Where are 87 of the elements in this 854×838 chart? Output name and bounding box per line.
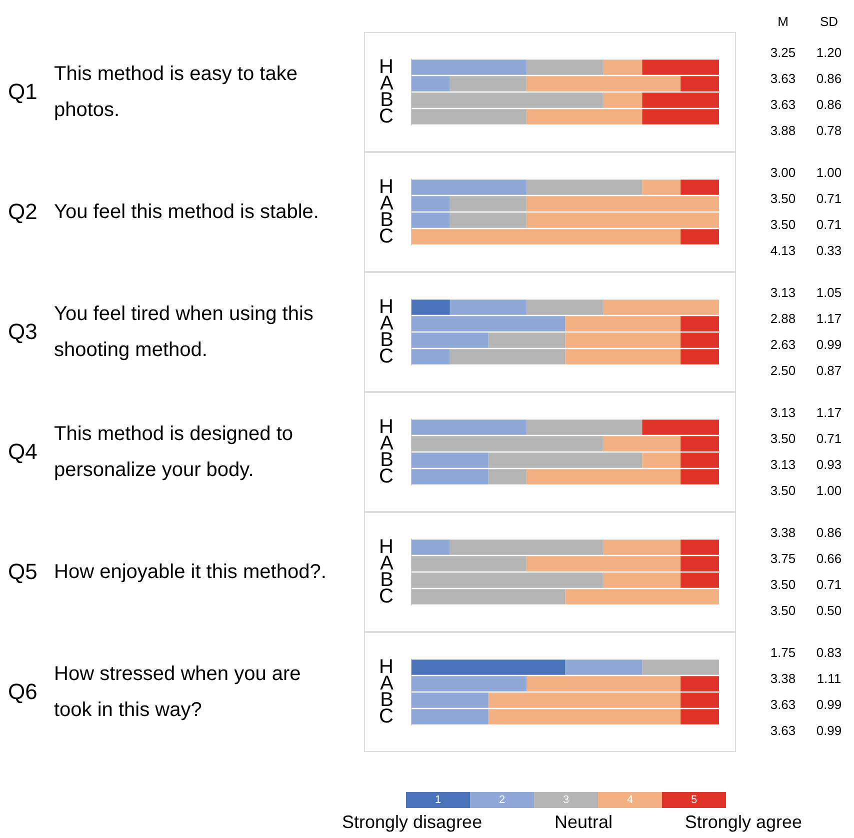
text: 3.13 bbox=[769, 284, 797, 300]
text: 0.78 bbox=[815, 122, 843, 138]
y-axis-title: Q6 bbox=[8, 679, 38, 705]
text: 1.00 bbox=[815, 482, 843, 498]
text: 3.38 bbox=[769, 524, 797, 540]
text: 0.71 bbox=[815, 430, 843, 446]
text: SD bbox=[818, 14, 840, 28]
text: 0.71 bbox=[815, 576, 843, 592]
text: 5 bbox=[662, 792, 726, 808]
text: 1.17 bbox=[815, 310, 843, 326]
text: M bbox=[776, 14, 790, 28]
text: 4 bbox=[598, 792, 662, 808]
text: 1.00 bbox=[815, 164, 843, 180]
text: 3.50 bbox=[769, 216, 797, 232]
text: 1.20 bbox=[815, 44, 843, 60]
text: 3.88 bbox=[769, 122, 797, 138]
text: 0.71 bbox=[815, 216, 843, 232]
text: 0.86 bbox=[815, 524, 843, 540]
y-tick-label: C bbox=[378, 225, 394, 248]
bar bbox=[411, 540, 450, 555]
text: 1 bbox=[406, 792, 470, 808]
y-tick-label: C bbox=[378, 585, 394, 608]
text: You feel tired when using this shooting method. bbox=[54, 303, 314, 361]
y-axis-title: Q2 bbox=[8, 199, 38, 225]
bar bbox=[680, 229, 719, 244]
text: 3.50 bbox=[769, 190, 797, 206]
text: 2.50 bbox=[769, 362, 797, 378]
text: 3.75 bbox=[769, 550, 797, 566]
text: This method is easy to take photos. bbox=[54, 63, 298, 121]
text: 3.50 bbox=[769, 482, 797, 498]
text: 4.13 bbox=[769, 242, 797, 258]
bar bbox=[526, 180, 642, 195]
bar bbox=[642, 660, 719, 675]
y-axis-title: Q3 bbox=[8, 319, 38, 345]
y-axis-title: Q4 bbox=[8, 439, 38, 465]
text: How stressed when you are took in this way? bbox=[54, 663, 301, 721]
text: 1.05 bbox=[815, 284, 843, 300]
text: 0.99 bbox=[815, 696, 843, 712]
text: You feel this method is stable. bbox=[54, 201, 319, 223]
y-tick-label: C bbox=[378, 705, 394, 728]
text: 1.75 bbox=[769, 644, 797, 660]
text: 0.99 bbox=[815, 336, 843, 352]
text: 0.86 bbox=[815, 96, 843, 112]
text: Strongly agree bbox=[684, 812, 802, 833]
text: 0.50 bbox=[815, 602, 843, 618]
text: 3.50 bbox=[769, 602, 797, 618]
text: 2.63 bbox=[769, 336, 797, 352]
text: 3 bbox=[534, 792, 598, 808]
y-tick-label: C bbox=[378, 345, 394, 368]
text: 2.88 bbox=[769, 310, 797, 326]
y-tick-label: C bbox=[378, 465, 394, 488]
y-axis-title: Q5 bbox=[8, 559, 38, 585]
text: 3.25 bbox=[769, 44, 797, 60]
y-axis-title: Q1 bbox=[8, 79, 38, 105]
text: 3.38 bbox=[769, 670, 797, 686]
text: 1.17 bbox=[815, 404, 843, 420]
text: 0.93 bbox=[815, 456, 843, 472]
text: 0.66 bbox=[815, 550, 843, 566]
text: 3.63 bbox=[769, 722, 797, 738]
text: Strongly disagree bbox=[342, 812, 482, 833]
bar bbox=[680, 180, 719, 195]
text: 1.11 bbox=[816, 670, 842, 686]
text: 0.83 bbox=[815, 644, 843, 660]
bar bbox=[526, 300, 604, 315]
text: 3.63 bbox=[769, 696, 797, 712]
text: 3.63 bbox=[769, 70, 797, 86]
bar bbox=[411, 300, 450, 315]
text: 0.87 bbox=[815, 362, 843, 378]
text: 3.50 bbox=[769, 576, 797, 592]
text: 0.99 bbox=[815, 722, 843, 738]
bar bbox=[411, 660, 566, 675]
text: 3.13 bbox=[769, 404, 797, 420]
y-tick-label: C bbox=[378, 105, 394, 128]
text: How enjoyable it this method?. bbox=[54, 561, 326, 583]
text: 0.86 bbox=[815, 70, 843, 86]
text: 0.71 bbox=[815, 190, 843, 206]
text: Neutral bbox=[554, 812, 613, 833]
bar bbox=[526, 60, 604, 75]
text: 2 bbox=[470, 792, 534, 808]
text: This method is designed to personalize your body. bbox=[54, 423, 294, 481]
text: 0.33 bbox=[815, 242, 843, 258]
text: 3.00 bbox=[769, 164, 797, 180]
bar bbox=[411, 420, 527, 435]
text: 3.13 bbox=[769, 456, 797, 472]
text: 3.63 bbox=[769, 96, 797, 112]
bar bbox=[565, 660, 642, 675]
text: 3.50 bbox=[769, 430, 797, 446]
